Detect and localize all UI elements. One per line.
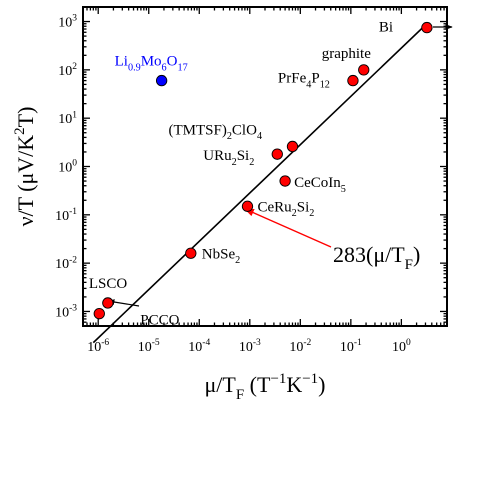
- point-graphite: [358, 64, 370, 76]
- point-bi: [421, 21, 433, 34]
- fit-line: [92, 23, 428, 344]
- fit-line-group: [92, 23, 428, 344]
- point-lsco: [102, 297, 114, 309]
- fit-line-label: 283(μ/TF): [333, 242, 420, 273]
- y-tick-label: 10-1: [55, 207, 77, 224]
- y-tick-label: 10-2: [55, 255, 77, 272]
- point-cecoin5: [279, 175, 291, 187]
- fit-line-arrow: [244, 208, 332, 248]
- point-ceru2si2: [241, 200, 254, 212]
- label-ceru2si2: CeRu2Si2: [257, 199, 314, 219]
- annotations: 283(μ/TF): [107, 24, 453, 307]
- point-labels: Bi graphite PrFe4P12 (TMTSF)2ClO4 URu2Si2 CeC…: [89, 20, 393, 329]
- axis-labels: 10-6 10-5 10-4 10-3 10-2 10-1 100 10-3 10-2 10-1 1…: [12, 14, 411, 403]
- point-li0-9mo6o17: [155, 74, 168, 87]
- y-tick-label: 10-3: [55, 304, 77, 321]
- point-uru2si2: [271, 148, 283, 160]
- data-points: [93, 21, 433, 320]
- label-lsco: LSCO: [89, 276, 128, 292]
- x-tick-label: 10-4: [188, 338, 210, 355]
- x-axis-title: μ/TF (T−1K−1): [204, 371, 325, 403]
- x-tick-label: 10-1: [340, 338, 362, 355]
- axis-ticks: [82, 6, 448, 327]
- label-cecoin5: CeCoIn5: [294, 175, 346, 195]
- plot-frame: [82, 6, 448, 327]
- label-graphite: graphite: [322, 46, 371, 62]
- point-prfe4p12: [347, 74, 359, 87]
- label-pcco: PCCO: [140, 313, 179, 329]
- y-tick-label: 102: [58, 62, 77, 79]
- x-tick-label: 10-2: [289, 338, 311, 355]
- point--tmtsf-2clo4: [286, 140, 299, 153]
- point-pcco: [93, 308, 105, 320]
- label-nbse2: NbSe2: [202, 246, 240, 266]
- label-prfe4p12: PrFe4P12: [278, 71, 330, 91]
- x-tick-label: 100: [392, 338, 411, 355]
- label-bi: Bi: [379, 20, 393, 36]
- y-axis-title: ν/T (μV/K2T): [12, 107, 38, 227]
- x-tick-label: 10-6: [87, 338, 109, 355]
- x-tick-label: 10-5: [138, 338, 160, 355]
- label-uru2si2: URu2Si2: [203, 148, 254, 168]
- x-tick-label: 10-3: [239, 338, 261, 355]
- y-tick-label: 103: [58, 14, 77, 31]
- point-nbse2: [185, 247, 197, 259]
- y-tick-label: 100: [58, 159, 77, 176]
- y-tick-label: 101: [58, 110, 77, 127]
- label-li0-9mo6o17: Li0.9Mo6O17: [115, 54, 188, 74]
- label--tmtsf-2clo4: (TMTSF)2ClO4: [168, 122, 262, 142]
